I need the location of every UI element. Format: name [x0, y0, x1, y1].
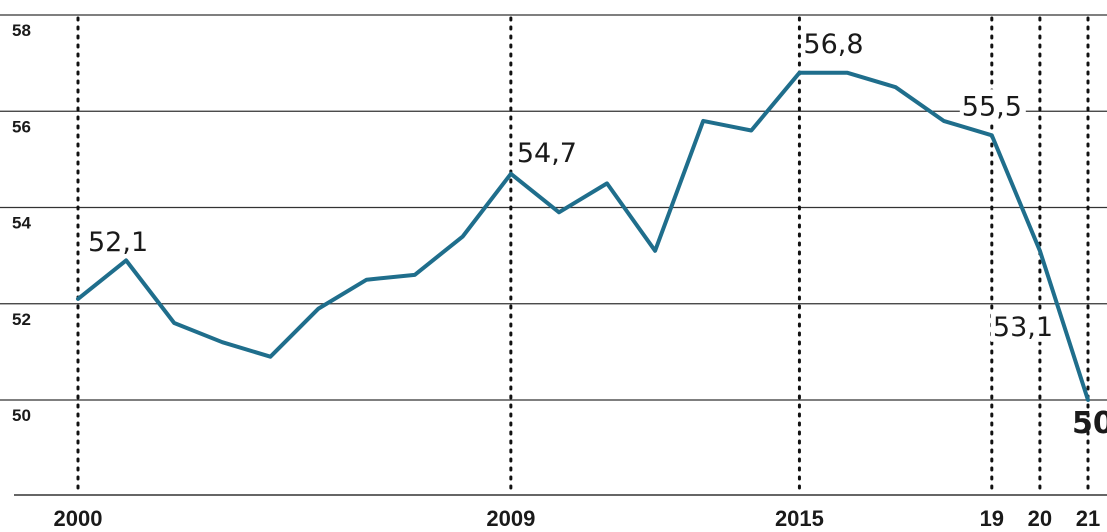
y-axis-ticks: 58 56 54 52 50	[12, 21, 31, 425]
x-tick-label: 2015	[775, 506, 824, 531]
data-label-background	[990, 309, 1057, 342]
x-tick-label: 2009	[486, 506, 535, 531]
data-label: 52,1	[88, 227, 148, 258]
y-tick-label: 52	[12, 310, 31, 329]
data-label-background	[514, 135, 581, 168]
y-tick-label: 56	[12, 117, 31, 136]
data-label-background	[801, 26, 868, 59]
data-label: 54,7	[517, 138, 577, 169]
data-label: 53,1	[993, 312, 1053, 343]
x-axis-ticks: 2000 2009 2015 19 20 21	[54, 506, 1101, 531]
series-line	[76, 70, 1090, 402]
series	[76, 70, 1090, 402]
data-labels: 52,1 54,7 56,8 55,5 53,1 50	[86, 26, 1107, 441]
y-tick-label: 54	[12, 214, 31, 233]
data-label-background	[959, 89, 1026, 122]
x-tick-label: 21	[1076, 506, 1100, 531]
y-tick-label: 50	[12, 406, 31, 425]
x-tick-label: 2000	[54, 506, 103, 531]
data-label: 50	[1072, 406, 1107, 441]
x-tick-label: 20	[1028, 506, 1052, 531]
year-marker-lines	[76, 16, 1090, 497]
grid-lines	[0, 14, 1107, 496]
x-tick-label: 19	[980, 506, 1004, 531]
y-tick-label: 58	[12, 21, 31, 40]
data-label-background	[86, 224, 152, 257]
data-label: 55,5	[962, 91, 1022, 122]
data-label: 56,8	[803, 29, 863, 60]
